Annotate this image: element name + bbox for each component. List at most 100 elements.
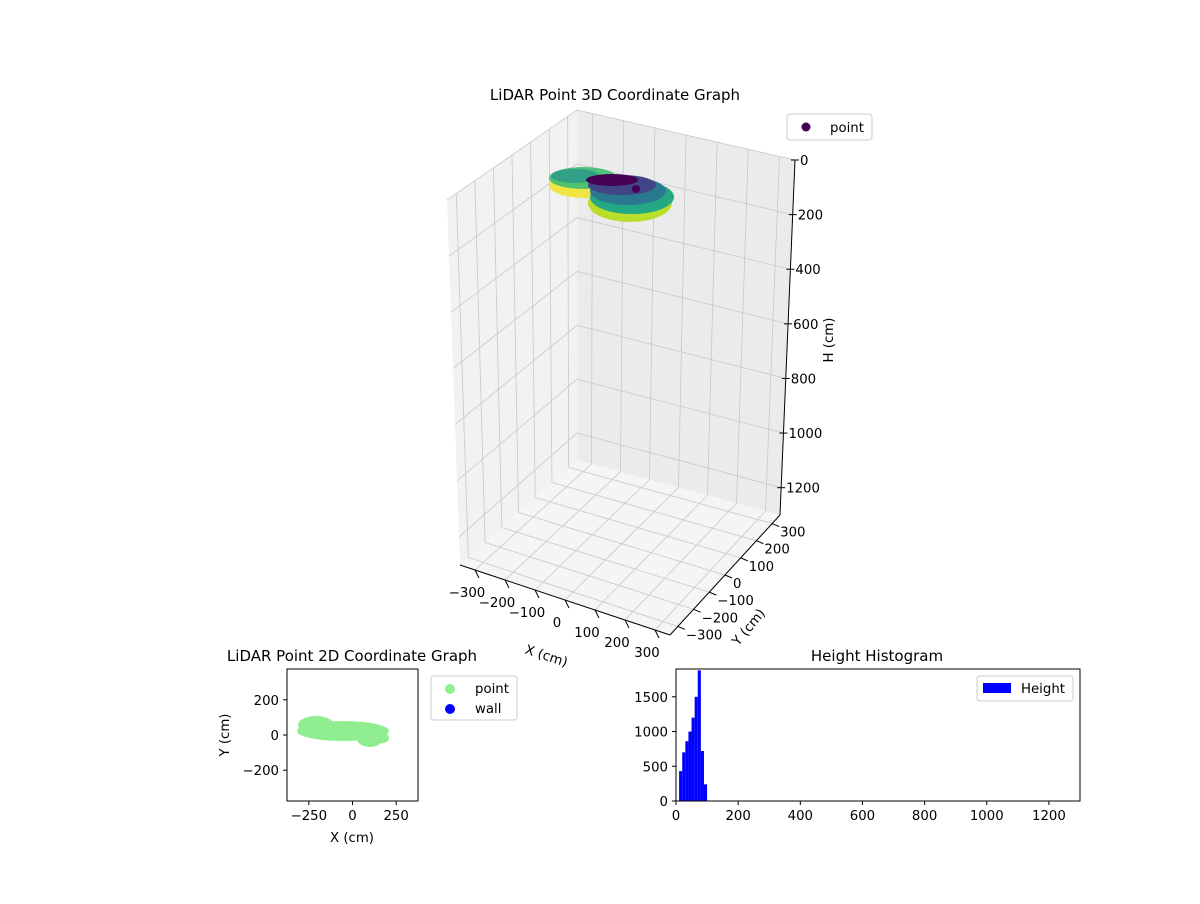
legend-2d-marker-point xyxy=(445,684,455,694)
grid-h-back xyxy=(576,378,784,434)
histogram-bar xyxy=(679,771,683,801)
x-axis-label-2d: X (cm) xyxy=(330,831,374,846)
y-tick-label-3d: 300 xyxy=(780,526,805,541)
x-tick-3d xyxy=(654,629,660,639)
x-tick-3d xyxy=(594,609,600,619)
histogram-bar xyxy=(685,741,689,801)
grid-h-left xyxy=(446,109,578,201)
left-pane xyxy=(447,110,577,565)
y-tick-label-3d: −200 xyxy=(702,611,739,626)
y-tick-label-3d: −300 xyxy=(686,628,723,643)
grid-h-left xyxy=(450,217,578,313)
x-axis-label-3d: X (cm) xyxy=(523,643,569,671)
h-axis-line xyxy=(779,159,796,516)
grid-h-back xyxy=(576,324,786,379)
point-cloud-2d xyxy=(297,716,389,747)
x-tick-3d xyxy=(534,589,540,599)
x-tick-label-3d: −300 xyxy=(449,586,486,601)
cloud-2d-tip xyxy=(377,733,389,743)
ticks-3d: −300−200−1000100200300−300−200−100010020… xyxy=(449,154,823,661)
grid-y-left xyxy=(530,142,536,498)
x-tick-label-3d: −100 xyxy=(509,606,546,621)
chart-3d: LiDAR Point 3D Coordinate Graph −300−200… xyxy=(446,86,873,671)
legend-2d: point wall xyxy=(430,675,518,721)
chart-3d-title: LiDAR Point 3D Coordinate Graph xyxy=(490,86,740,104)
x-tick-label-histogram: 1200 xyxy=(1032,809,1066,824)
h-tick-label-3d: 600 xyxy=(793,318,818,333)
histogram-bar xyxy=(697,670,701,801)
x-tick-label-histogram: 0 xyxy=(672,809,680,824)
h-tick-label-3d: 800 xyxy=(791,372,816,387)
legend-2d-label-point: point xyxy=(475,682,509,697)
x-tick-label-3d: 100 xyxy=(574,626,599,641)
point-cloud-top-ridge xyxy=(586,174,638,186)
grid-y-floor xyxy=(484,542,694,610)
y-tick-3d xyxy=(693,608,701,613)
legend-3d-frame xyxy=(786,113,873,141)
grid-h-left xyxy=(456,378,578,482)
grid-x-back xyxy=(678,134,687,488)
legend-2d-label-wall: wall xyxy=(475,702,501,717)
h-tick-label-3d: 1000 xyxy=(788,427,822,442)
y-tick-3d xyxy=(740,557,748,562)
x-tick-3d xyxy=(564,599,570,609)
y-tick-label-3d: 100 xyxy=(749,560,774,575)
y-tick-3d xyxy=(677,625,686,630)
y-tick-label-histogram: 1000 xyxy=(634,726,668,741)
ticks-2d: −250 0 250 −200 0 200 xyxy=(242,694,408,824)
legend-histogram-swatch xyxy=(983,683,1011,693)
histogram-bar xyxy=(691,717,695,801)
y-tick-label-2d: 200 xyxy=(254,694,279,709)
grid-x-back xyxy=(707,142,718,496)
x-tick-label-histogram: 1000 xyxy=(970,809,1004,824)
grid-h-back xyxy=(576,163,793,216)
grid-y-left xyxy=(548,129,553,483)
grid-h-back xyxy=(576,432,782,489)
legend-3d: point xyxy=(786,113,873,141)
grid-y-floor xyxy=(535,497,741,559)
grid-y-left xyxy=(493,167,503,528)
histogram-bar xyxy=(688,731,692,801)
point-cloud-3d xyxy=(549,167,674,222)
x-tick-label-3d: 0 xyxy=(553,616,561,631)
legend-histogram-frame xyxy=(976,675,1074,702)
x-tick-label-histogram: 200 xyxy=(725,809,750,824)
y-tick-label-3d: 0 xyxy=(733,577,741,592)
y-tick-label-3d: −100 xyxy=(717,594,754,609)
grid-h-left xyxy=(454,325,578,425)
legend-histogram: Height xyxy=(976,675,1074,702)
grid-h-back xyxy=(576,271,789,325)
y-tick-3d xyxy=(709,591,717,596)
x-tick-label-3d: 300 xyxy=(634,646,659,661)
x-tick-label-3d: −200 xyxy=(479,596,516,611)
x-tick-label-histogram: 400 xyxy=(788,809,813,824)
grid-y-floor xyxy=(551,482,757,542)
histogram-frame xyxy=(675,668,1081,802)
point-cloud-marker xyxy=(632,185,640,193)
h-tick-label-3d: 400 xyxy=(795,263,820,278)
y-tick-3d xyxy=(771,523,780,528)
y-tick-label-2d: −200 xyxy=(242,764,279,779)
grid-y-left xyxy=(511,154,519,513)
grid-y-floor xyxy=(518,512,726,576)
x-tick-3d xyxy=(504,579,510,589)
grid-h-back xyxy=(576,217,791,270)
y-tick-label-3d: 200 xyxy=(764,543,789,558)
chart-histogram: Height Histogram 0 200 400 600 800 1000 1200 0 5… xyxy=(634,647,1081,824)
x-tick-label-2d: −250 xyxy=(291,809,328,824)
grid-y-floor xyxy=(568,467,773,524)
grid-y-floor xyxy=(501,527,710,593)
x-tick-label-2d: 250 xyxy=(383,809,408,824)
h-tick-label-3d: 200 xyxy=(798,209,823,224)
grid-x-back xyxy=(765,156,780,512)
h-tick-label-3d: 0 xyxy=(800,154,808,169)
histogram-bar xyxy=(700,750,704,801)
h-axis-label-3d: H (cm) xyxy=(822,318,837,363)
grid-y-left xyxy=(474,180,486,543)
x-tick-label-histogram: 800 xyxy=(912,809,937,824)
y-tick-3d xyxy=(724,574,733,579)
y-tick-label-2d: 0 xyxy=(271,729,279,744)
y-tick-label-histogram: 0 xyxy=(660,795,668,810)
chart-2d-title: LiDAR Point 2D Coordinate Graph xyxy=(227,647,477,665)
